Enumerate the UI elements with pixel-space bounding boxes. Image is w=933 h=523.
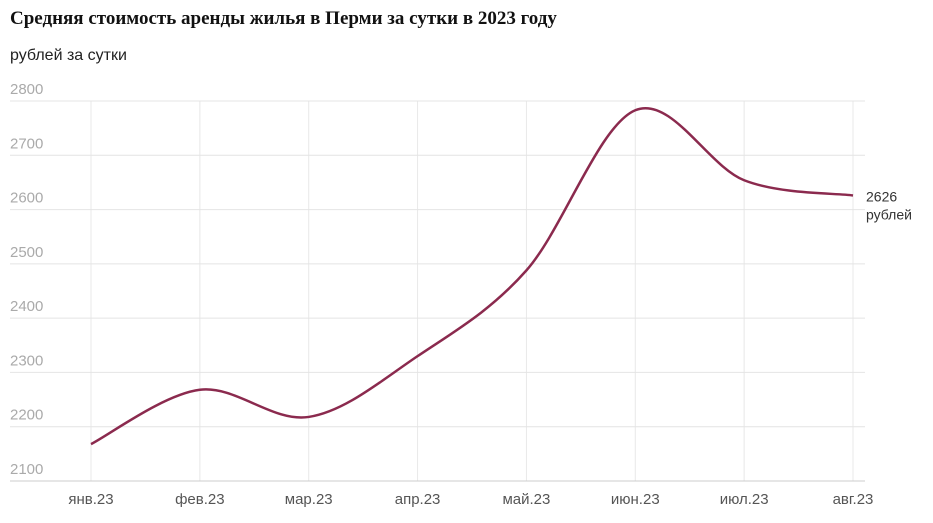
end-value-label: 2626 xyxy=(866,188,897,204)
y-tick-label: 2200 xyxy=(10,407,43,424)
y-tick-label: 2500 xyxy=(10,244,43,261)
chart-title: Средняя стоимость аренды жилья в Перми з… xyxy=(10,8,557,29)
x-tick-label: апр.23 xyxy=(395,491,441,508)
x-tick-label: мар.23 xyxy=(285,491,333,508)
x-tick-label: июл.23 xyxy=(720,491,769,508)
y-tick-label: 2600 xyxy=(10,190,43,207)
y-tick-label: 2700 xyxy=(10,135,43,152)
x-tick-label: янв.23 xyxy=(68,491,113,508)
line xyxy=(90,106,854,446)
y-tick-label: 2400 xyxy=(10,298,43,315)
y-tick-label: 2800 xyxy=(10,81,43,98)
x-tick-label: май.23 xyxy=(502,491,550,508)
chart-subtitle: рублей за сутки xyxy=(10,47,127,64)
y-tick-label: 2300 xyxy=(10,352,43,369)
end-unit-label: рублей xyxy=(866,206,912,222)
y-tick-label: 2100 xyxy=(10,461,43,478)
x-tick-label: фев.23 xyxy=(175,491,225,508)
x-tick-label: июн.23 xyxy=(611,491,660,508)
x-tick-label: авг.23 xyxy=(833,491,874,508)
